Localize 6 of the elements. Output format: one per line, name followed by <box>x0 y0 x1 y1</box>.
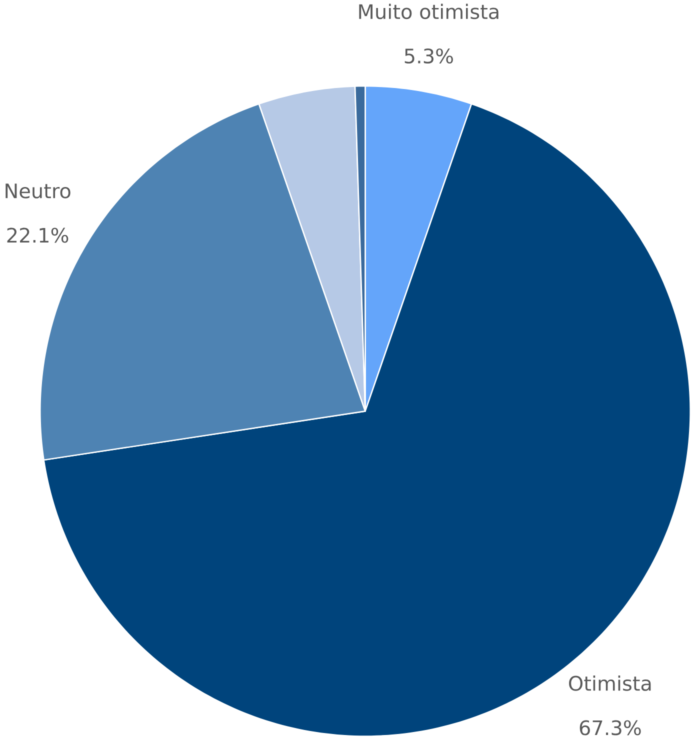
slice-label: Otimista <box>569 675 651 691</box>
data-label: 67.3% <box>580 720 641 736</box>
data-label: 5.3% <box>404 48 453 64</box>
slice-label: Neutro <box>6 184 70 198</box>
data-label: 22.1% <box>7 228 68 243</box>
slice-label: Muito otimista <box>359 4 498 20</box>
